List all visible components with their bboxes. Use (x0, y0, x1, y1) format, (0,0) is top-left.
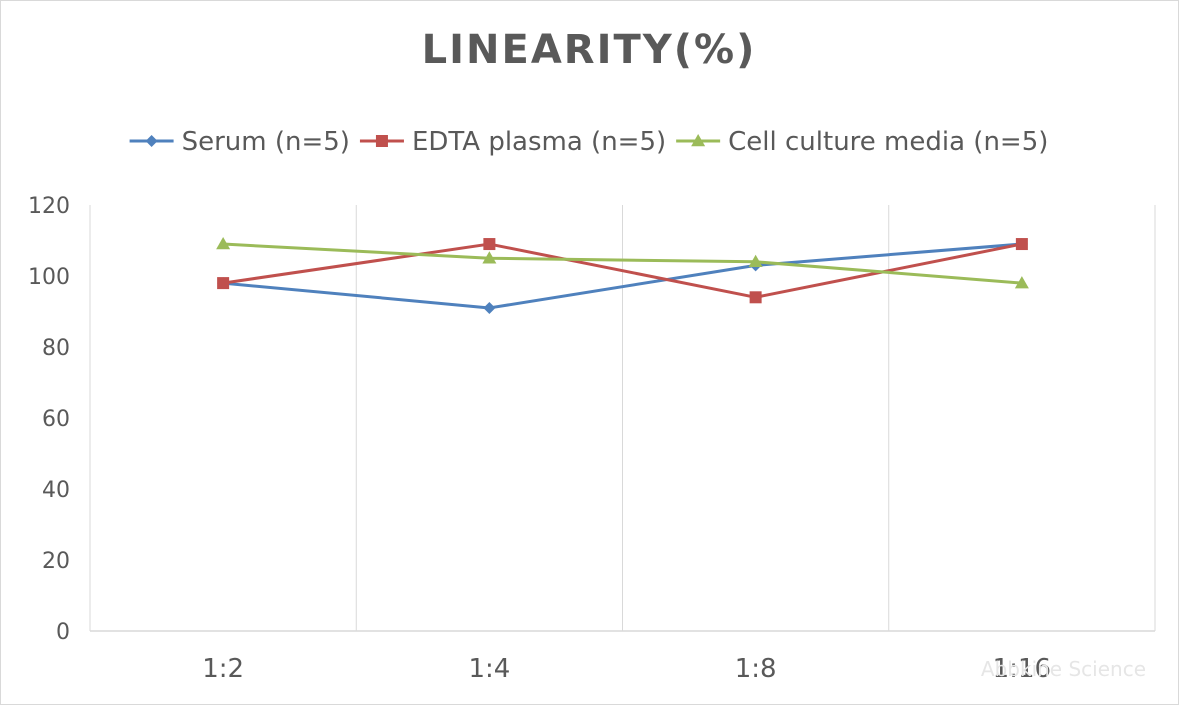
legend-item-3: Cell culture media (n=5) (676, 127, 1048, 157)
y-tick-label: 60 (42, 407, 70, 432)
legend: Serum (n=5) EDTA plasma (n=5) Cell culture… (129, 127, 1048, 157)
legend-label: Serum (n=5) (182, 127, 350, 157)
data-point (1014, 276, 1029, 289)
axes (89, 205, 1155, 632)
data-point (749, 291, 762, 304)
watermark: Abbkine Science (981, 657, 1146, 681)
data-point (483, 238, 496, 251)
y-tick-label: 0 (56, 620, 70, 645)
data-point (482, 251, 497, 264)
data-point (1015, 238, 1028, 251)
grid (355, 205, 1156, 631)
y-axis-ticks: 0 20 40 60 80 100 120 (28, 194, 70, 645)
series-2 (217, 238, 1028, 304)
legend-label: EDTA plasma (n=5) (412, 127, 666, 157)
series-group (216, 237, 1029, 314)
x-axis-ticks: 1:2 1:4 1:8 1:16 (202, 654, 1051, 684)
data-point (483, 301, 496, 314)
y-tick-label: 40 (42, 478, 70, 503)
series-line (222, 242, 1023, 299)
data-point (748, 254, 763, 268)
y-tick-label: 100 (28, 265, 70, 290)
legend-item-2: EDTA plasma (n=5) (359, 127, 666, 157)
x-tick-label: 1:16 (993, 654, 1051, 684)
data-point (216, 237, 231, 250)
chart-title: LINEARITY(%) (422, 27, 757, 73)
legend-label: Cell culture media (n=5) (728, 127, 1048, 157)
x-tick-label: 1:8 (735, 654, 777, 684)
series-line (222, 242, 1022, 310)
y-tick-label: 20 (42, 549, 70, 574)
legend-marker (375, 135, 388, 147)
legend-marker (691, 134, 706, 147)
data-point (217, 277, 230, 290)
legend-item-1: Serum (n=5) (129, 127, 350, 157)
x-tick-label: 1:4 (468, 654, 510, 684)
y-tick-label: 80 (42, 336, 70, 361)
legend-marker (145, 135, 158, 147)
x-tick-label: 1:2 (202, 654, 244, 684)
y-tick-label: 120 (28, 194, 70, 219)
series-3 (216, 237, 1029, 289)
series-line (223, 242, 1022, 285)
